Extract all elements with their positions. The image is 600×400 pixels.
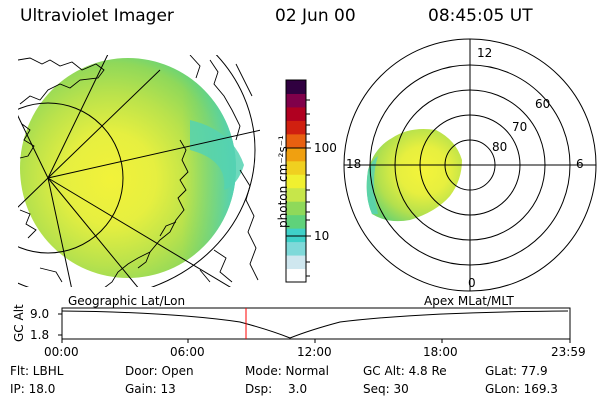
altitude-ytick-1.8: 1.8 — [30, 328, 50, 342]
info-seq: Seq: 30 — [363, 382, 409, 396]
info-gc-alt: GC Alt: 4.8 Re — [363, 364, 447, 378]
altitude-curve — [61, 310, 569, 339]
info-ip: IP: 18.0 — [10, 382, 56, 396]
info-glat: GLat: 77.9 — [485, 364, 548, 378]
colorbar — [285, 79, 311, 283]
info-dsp-label: Dsp: — [245, 382, 273, 396]
colorbar-segment — [286, 120, 306, 135]
geographic-panel-label: Geographic Lat/Lon — [68, 294, 186, 308]
colorbar-segment — [286, 147, 306, 162]
mlt-label-18: 18 — [346, 157, 362, 171]
mlt-label-6: 6 — [576, 157, 584, 171]
polar-panel-label: Apex MLat/MLT — [424, 294, 514, 308]
mlat-label-70: 70 — [512, 120, 528, 134]
colorbar-label-10: 10 — [314, 229, 330, 243]
info-door: Door: Open — [125, 364, 194, 378]
geographic-panel — [18, 55, 260, 287]
info-dsp-value: 3.0 — [288, 382, 308, 396]
colorbar-segment — [286, 214, 306, 229]
polar-panel — [343, 38, 597, 292]
info-mode: Mode: Normal — [245, 364, 329, 378]
mlt-label-0: 0 — [468, 276, 476, 290]
aurora-image-polar — [366, 129, 462, 222]
altitude-xtick-2359: 23:59 — [551, 345, 586, 359]
coastlines — [18, 55, 259, 287]
info-glon: GLon: 169.3 — [485, 382, 558, 396]
altitude-xtick-0600: 06:00 — [170, 345, 205, 359]
colorbar-gradient — [286, 80, 306, 283]
colorbar-segment — [286, 160, 306, 175]
colorbar-unit-label: photon cm⁻²s⁻¹ — [276, 135, 290, 228]
info-filter: Flt: LBHL — [10, 364, 64, 378]
altitude-xtick-0000: 00:00 — [44, 345, 79, 359]
altitude-ylabel: GC Alt — [12, 304, 26, 342]
altitude-plot — [58, 307, 571, 343]
colorbar-segment — [286, 93, 306, 108]
instrument-title: Ultraviolet Imager — [20, 6, 174, 26]
colorbar-segment — [286, 187, 306, 202]
altitude-xtick-1800: 18:00 — [423, 345, 458, 359]
colorbar-label-100: 100 — [314, 141, 337, 155]
mlat-label-80: 80 — [492, 140, 508, 154]
colorbar-segment — [286, 228, 306, 243]
altitude-ticks — [58, 313, 571, 343]
colorbar-segment — [286, 80, 306, 94]
colorbar-segment — [286, 268, 306, 283]
altitude-ytick-9: 9.0 — [30, 307, 50, 321]
colorbar-segment — [286, 255, 306, 270]
colorbar-segment — [286, 241, 306, 256]
mlat-label-60: 60 — [535, 97, 551, 111]
date-label: 02 Jun 00 — [275, 6, 356, 26]
mlt-label-12: 12 — [477, 46, 493, 60]
colorbar-segment — [286, 201, 306, 216]
time-label: 08:45:05 UT — [428, 6, 533, 26]
colorbar-segment — [286, 133, 306, 148]
colorbar-segment — [286, 174, 306, 189]
altitude-xtick-1200: 12:00 — [297, 345, 332, 359]
info-gain: Gain: 13 — [125, 382, 176, 396]
colorbar-segment — [286, 106, 306, 121]
